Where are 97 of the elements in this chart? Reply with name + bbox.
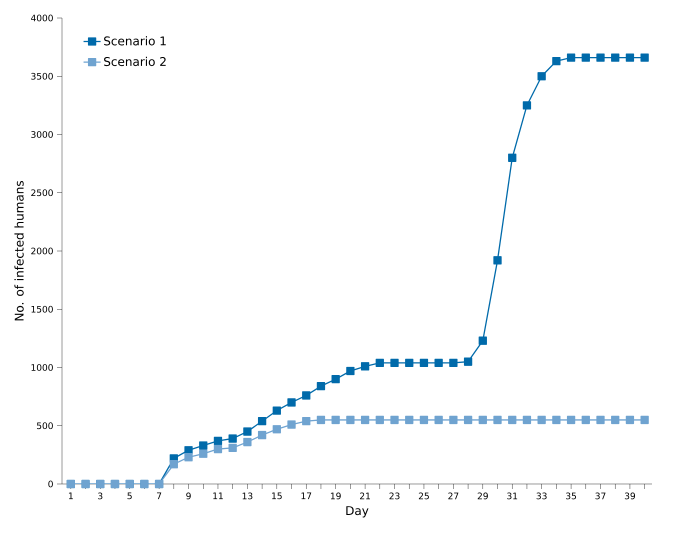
point — [332, 416, 340, 424]
point — [360, 362, 370, 370]
x-tick-label: 19 — [330, 492, 341, 500]
x-tick-label: 15 — [272, 492, 282, 500]
point — [287, 398, 296, 407]
point — [582, 416, 590, 424]
point — [640, 53, 649, 62]
y-tick-label: 3500 — [31, 72, 53, 80]
x-tick-label: 11 — [213, 492, 223, 500]
point — [420, 358, 428, 367]
y-tick-label: 0 — [48, 480, 53, 488]
point — [346, 416, 355, 424]
point — [214, 444, 222, 454]
y-tick-label: 500 — [36, 422, 53, 430]
point — [376, 416, 384, 424]
x-tick-label: 23 — [389, 492, 400, 500]
x-tick-label: 9 — [186, 492, 191, 500]
x-tick-label: 7 — [156, 492, 162, 500]
x-tick-label: 5 — [128, 492, 132, 500]
y-axis-title: No. of infected humans — [14, 180, 24, 320]
point — [302, 391, 310, 400]
point — [405, 358, 414, 367]
x-tick-label: 1 — [68, 492, 73, 500]
point — [420, 416, 428, 424]
x-tick-label: 13 — [242, 492, 252, 500]
point — [434, 416, 443, 424]
x-tick-label: 33 — [536, 492, 547, 500]
point — [596, 416, 605, 424]
x-tick-label: 31 — [507, 492, 518, 500]
point — [184, 453, 193, 462]
point — [258, 430, 266, 440]
point — [170, 460, 178, 468]
point — [522, 101, 532, 110]
y-tick-label: 3000 — [31, 131, 53, 138]
point — [493, 416, 502, 424]
point — [478, 416, 487, 424]
point — [596, 53, 605, 62]
point — [493, 256, 502, 264]
point — [522, 416, 532, 424]
point — [449, 416, 458, 424]
point — [316, 416, 326, 424]
point — [478, 336, 487, 345]
point — [538, 416, 546, 424]
point — [199, 450, 208, 458]
point — [464, 358, 472, 366]
y-tick-label: 2000 — [31, 248, 53, 254]
point — [508, 154, 516, 162]
point — [376, 358, 384, 367]
legend-label: Scenario 2 — [104, 56, 166, 66]
point — [611, 416, 620, 424]
point — [214, 436, 222, 446]
x-tick-label: 37 — [595, 492, 606, 500]
point — [566, 416, 576, 424]
point — [243, 438, 252, 446]
point — [302, 416, 310, 426]
point — [552, 56, 561, 66]
point — [360, 416, 370, 424]
point — [566, 53, 576, 62]
point — [582, 53, 590, 62]
x-axis-title: Day — [346, 506, 368, 518]
point — [287, 420, 296, 429]
point — [346, 366, 355, 376]
point — [332, 375, 340, 384]
x-tick-label: 39 — [624, 492, 636, 500]
point — [405, 416, 414, 424]
point — [640, 416, 649, 424]
point — [538, 72, 546, 80]
x-tick-label: 21 — [360, 492, 370, 500]
x-tick-label: 35 — [566, 492, 576, 500]
y-tick-label: 4000 — [31, 14, 53, 22]
point — [449, 358, 458, 367]
y-tick-label: 1000 — [32, 364, 53, 371]
point — [390, 358, 399, 367]
x-tick-label: 29 — [478, 492, 488, 500]
point — [552, 416, 561, 424]
point — [228, 434, 237, 443]
point — [390, 416, 399, 424]
x-tick-label: 17 — [302, 492, 312, 500]
x-tick-label: 3 — [98, 492, 102, 500]
point — [272, 425, 281, 434]
point — [508, 416, 516, 424]
x-tick-label: 27 — [448, 492, 458, 500]
point — [243, 427, 252, 436]
point — [316, 382, 326, 390]
point — [228, 444, 237, 452]
point — [199, 441, 208, 450]
y-tick-label: 1500 — [32, 306, 53, 313]
point — [626, 416, 634, 424]
y-tick-label: 2500 — [31, 189, 53, 196]
point — [626, 53, 634, 62]
point — [464, 416, 472, 424]
x-tick-label: 25 — [418, 492, 429, 500]
legend-label: Scenario 1 — [104, 36, 166, 46]
point — [611, 53, 620, 62]
point — [434, 358, 443, 367]
point — [272, 406, 281, 415]
point — [258, 416, 266, 426]
